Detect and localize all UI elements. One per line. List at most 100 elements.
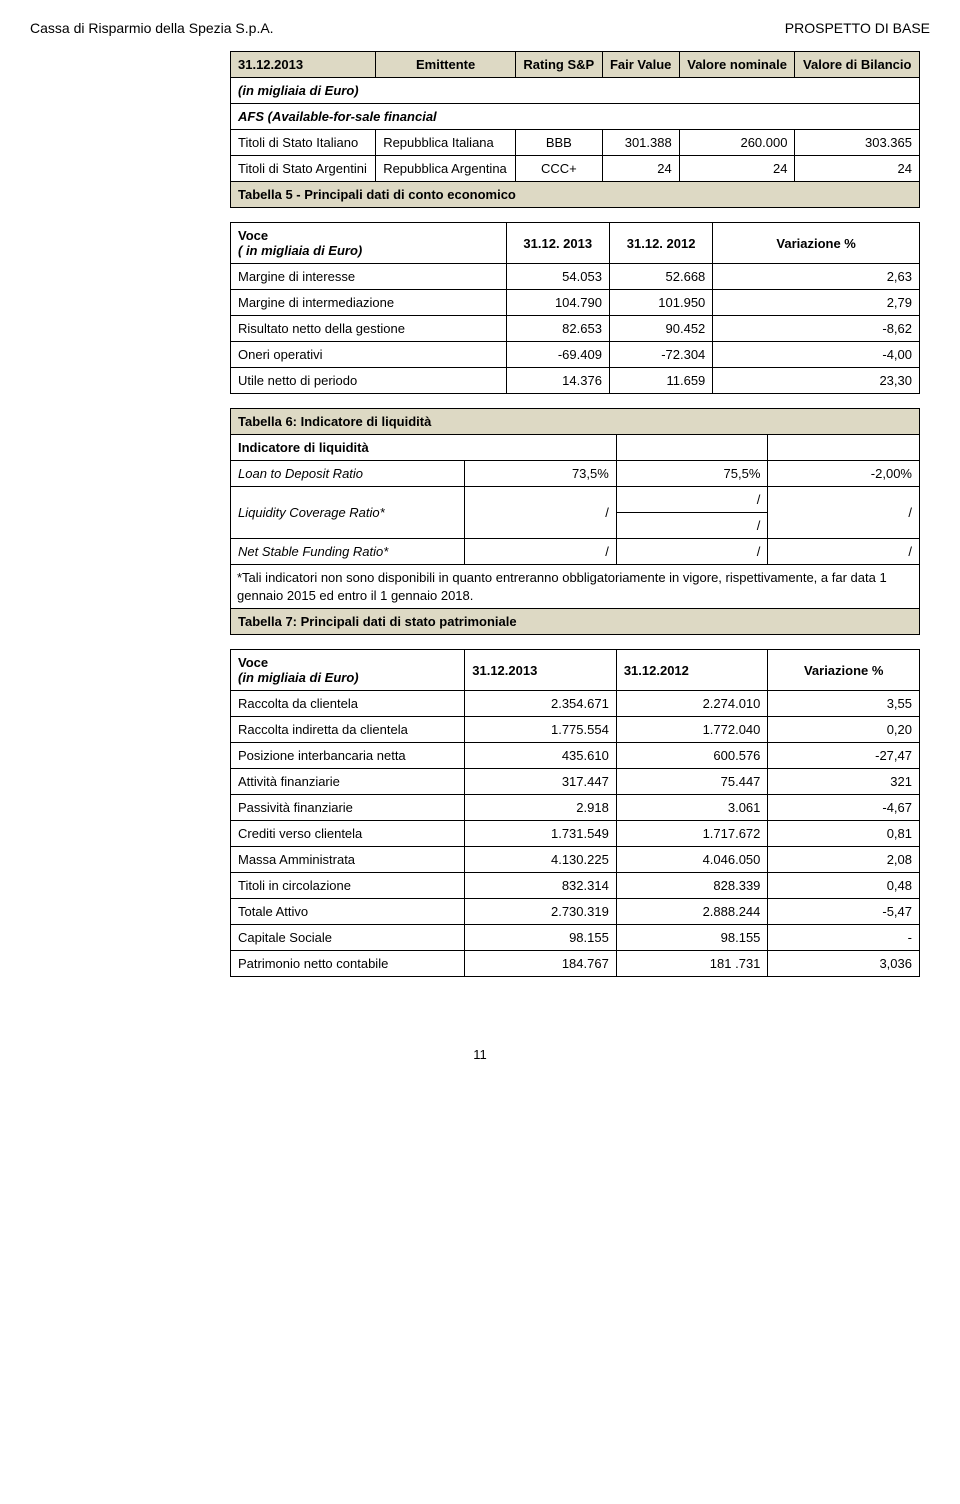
sec-row-bil: 24 <box>795 156 920 182</box>
sp-v1: 1.775.554 <box>465 717 617 743</box>
liq-v1: 73,5% <box>465 461 617 487</box>
page-number: 11 <box>30 1047 930 1062</box>
sec-row-label: Titoli di Stato Italiano <box>231 130 376 156</box>
sec-row-fv: 301.388 <box>602 130 679 156</box>
col-2013: 31.12.2013 <box>465 650 617 691</box>
sp-label: Posizione interbancaria netta <box>231 743 465 769</box>
liq-v2a: / <box>616 487 768 513</box>
sp-label: Titoli in circolazione <box>231 873 465 899</box>
col-voce: Voce <box>238 655 268 670</box>
sp-v1: 832.314 <box>465 873 617 899</box>
col-bilancio: Valore di Bilancio <box>795 52 920 78</box>
ce-v1: 14.376 <box>506 368 609 394</box>
sp-v2: 1.772.040 <box>616 717 768 743</box>
ce-v2: -72.304 <box>609 342 712 368</box>
ce-var: 23,30 <box>713 368 920 394</box>
sp-var: 3,036 <box>768 951 920 977</box>
sec-row-fv: 24 <box>602 156 679 182</box>
doc-header-right: PROSPETTO DI BASE <box>785 20 930 36</box>
ce-v1: 104.790 <box>506 290 609 316</box>
ce-v2: 11.659 <box>609 368 712 394</box>
liq-v2: / <box>616 539 768 565</box>
col-voce-sub: ( in migliaia di Euro) <box>238 243 362 258</box>
sp-v2: 2.274.010 <box>616 691 768 717</box>
ce-label: Utile netto di periodo <box>231 368 507 394</box>
col-rating: Rating S&P <box>516 52 603 78</box>
col-voce-sub: (in migliaia di Euro) <box>238 670 359 685</box>
sec-row-rating: BBB <box>516 130 603 156</box>
sp-v1: 4.130.225 <box>465 847 617 873</box>
ce-v1: 82.653 <box>506 316 609 342</box>
sp-label: Massa Amministrata <box>231 847 465 873</box>
ce-label: Margine di interesse <box>231 264 507 290</box>
sp-v1: 1.731.549 <box>465 821 617 847</box>
col-var: Variazione % <box>768 650 920 691</box>
col-nominale: Valore nominale <box>679 52 795 78</box>
col-2012: 31.12. 2012 <box>609 223 712 264</box>
sp-v1: 435.610 <box>465 743 617 769</box>
table-stato-patrimoniale: Voce (in migliaia di Euro) 31.12.2013 31… <box>230 649 920 977</box>
sp-label: Passività finanziarie <box>231 795 465 821</box>
sec-row-nom: 260.000 <box>679 130 795 156</box>
sp-label: Raccolta indiretta da clientela <box>231 717 465 743</box>
sp-var: 0,48 <box>768 873 920 899</box>
liq-label: Net Stable Funding Ratio* <box>231 539 465 565</box>
sp-var: -27,47 <box>768 743 920 769</box>
liq-v3: / <box>768 487 920 539</box>
sp-v2: 181 .731 <box>616 951 768 977</box>
sp-var: -5,47 <box>768 899 920 925</box>
sp-var: 0,81 <box>768 821 920 847</box>
sp-label: Raccolta da clientela <box>231 691 465 717</box>
sp-v1: 2.918 <box>465 795 617 821</box>
col-voce: Voce <box>238 228 268 243</box>
sp-label: Attività finanziarie <box>231 769 465 795</box>
liq-v1: / <box>465 539 617 565</box>
table5-title: Tabella 5 - Principali dati di conto eco… <box>231 182 920 208</box>
sp-v1: 184.767 <box>465 951 617 977</box>
sp-v2: 1.717.672 <box>616 821 768 847</box>
sp-v1: 2.730.319 <box>465 899 617 925</box>
col-fairvalue: Fair Value <box>602 52 679 78</box>
ce-v2: 52.668 <box>609 264 712 290</box>
ce-var: 2,63 <box>713 264 920 290</box>
ce-v1: -69.409 <box>506 342 609 368</box>
ce-var: -4,00 <box>713 342 920 368</box>
liq-v2: 75,5% <box>616 461 768 487</box>
sp-v1: 98.155 <box>465 925 617 951</box>
liq-v1: / <box>465 487 617 539</box>
sp-label: Capitale Sociale <box>231 925 465 951</box>
sec-row-nom: 24 <box>679 156 795 182</box>
liq-label: Liquidity Coverage Ratio* <box>231 487 465 539</box>
liq-label: Loan to Deposit Ratio <box>231 461 465 487</box>
ce-var: -8,62 <box>713 316 920 342</box>
table7-title: Tabella 7: Principali dati di stato patr… <box>231 609 920 635</box>
sec-row-bil: 303.365 <box>795 130 920 156</box>
ce-label: Risultato netto della gestione <box>231 316 507 342</box>
sp-v2: 3.061 <box>616 795 768 821</box>
table-conto-economico: Voce ( in migliaia di Euro) 31.12. 2013 … <box>230 222 920 394</box>
sp-var: 0,20 <box>768 717 920 743</box>
note-migliaia: (in migliaia di Euro) <box>231 78 920 104</box>
doc-header-left: Cassa di Risparmio della Spezia S.p.A. <box>30 20 274 36</box>
sp-v1: 317.447 <box>465 769 617 795</box>
ce-v2: 90.452 <box>609 316 712 342</box>
sp-label: Patrimonio netto contabile <box>231 951 465 977</box>
sp-v1: 2.354.671 <box>465 691 617 717</box>
sp-v2: 75.447 <box>616 769 768 795</box>
col-emittente: Emittente <box>376 52 516 78</box>
col-2012: 31.12.2012 <box>616 650 768 691</box>
sp-var: 3,55 <box>768 691 920 717</box>
liq-v3: -2,00% <box>768 461 920 487</box>
table6-footnote: *Tali indicatori non sono disponibili in… <box>231 565 920 609</box>
table-securities: 31.12.2013 Emittente Rating S&P Fair Val… <box>230 51 920 208</box>
table6-title: Tabella 6: Indicatore di liquidità <box>231 409 920 435</box>
sp-label: Crediti verso clientela <box>231 821 465 847</box>
sp-label: Totale Attivo <box>231 899 465 925</box>
sp-v2: 4.046.050 <box>616 847 768 873</box>
col-variazione: Variazione % <box>713 223 920 264</box>
sp-v2: 2.888.244 <box>616 899 768 925</box>
ce-label: Margine di intermediazione <box>231 290 507 316</box>
sp-v2: 98.155 <box>616 925 768 951</box>
ce-v1: 54.053 <box>506 264 609 290</box>
sp-var: 321 <box>768 769 920 795</box>
